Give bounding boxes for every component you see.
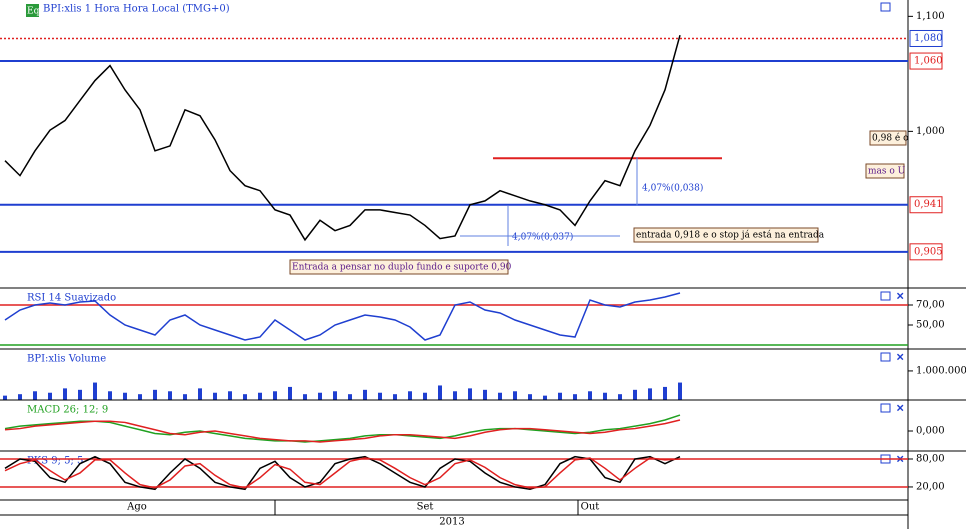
annotation: entrada 0,918 e o stop já está na entrad… xyxy=(636,230,825,241)
level-label: 0,941 xyxy=(914,199,943,210)
eq-icon[interactable] xyxy=(26,4,39,17)
volume-bar xyxy=(63,388,67,400)
close-button[interactable]: ✕ xyxy=(896,404,904,415)
y-tick-label: 80,00 xyxy=(916,453,945,464)
eq-icon-text: Eq xyxy=(27,7,40,17)
panel-title: PKS 9; 5; 5 xyxy=(27,456,83,467)
volume-bar xyxy=(258,392,262,400)
y-tick-label: 50,00 xyxy=(916,320,945,331)
y-tick-label: 1,000 xyxy=(916,126,945,137)
maximize-button[interactable] xyxy=(880,403,891,413)
volume-bar xyxy=(303,394,307,400)
annotation: 0,98 é o xyxy=(872,133,909,144)
volume-bar xyxy=(483,389,487,400)
series-line xyxy=(4,292,681,341)
volume-bar xyxy=(48,392,52,400)
volume-bar xyxy=(33,391,37,400)
volume-bar xyxy=(648,388,652,400)
volume-bar xyxy=(3,395,7,400)
annotation: 4,07%(0,037) xyxy=(512,232,573,243)
series-line xyxy=(4,419,681,443)
volume-bar xyxy=(318,392,322,400)
volume-bar xyxy=(198,388,202,400)
volume-bar xyxy=(528,394,532,400)
annotation-box xyxy=(865,163,905,179)
series-line xyxy=(4,457,681,489)
volume-bar xyxy=(498,392,502,400)
volume-bar xyxy=(543,395,547,400)
series-line xyxy=(4,455,681,491)
volume-bar xyxy=(78,389,82,400)
volume-bar xyxy=(423,392,427,400)
annotation: Entrada a pensar no duplo fundo e suport… xyxy=(292,263,512,273)
y-tick-label: 20,00 xyxy=(916,481,945,492)
level-label: 1,080 xyxy=(914,33,943,44)
annotation-box xyxy=(869,130,907,146)
level-label: 1,060 xyxy=(914,56,943,67)
level-label-box xyxy=(909,196,943,214)
volume-bar xyxy=(453,391,457,400)
volume-bar xyxy=(18,394,22,400)
volume-bar xyxy=(243,394,247,400)
volume-bar xyxy=(468,388,472,400)
close-button[interactable]: ✕ xyxy=(896,292,904,303)
level-label-box xyxy=(909,52,943,70)
series-line xyxy=(4,34,681,242)
level-label: 0,905 xyxy=(914,246,943,257)
annotation: mas o U xyxy=(868,167,906,177)
volume-bar xyxy=(363,389,367,400)
volume-bar xyxy=(633,389,637,400)
volume-bar xyxy=(183,394,187,400)
y-tick-label: 0,000 xyxy=(916,426,945,437)
maximize-button[interactable] xyxy=(880,2,891,12)
volume-bar xyxy=(288,386,292,400)
x-year-label: 2013 xyxy=(439,517,464,528)
volume-bar xyxy=(333,391,337,400)
y-tick-label: 1,100 xyxy=(916,11,945,22)
volume-bar xyxy=(618,394,622,400)
close-button[interactable]: ✕ xyxy=(896,455,904,466)
annotation-box xyxy=(633,227,819,243)
volume-bar xyxy=(348,394,352,400)
volume-bar xyxy=(153,389,157,400)
volume-bar xyxy=(393,394,397,400)
maximize-button[interactable] xyxy=(880,291,891,301)
volume-bar xyxy=(138,394,142,400)
volume-bar xyxy=(588,391,592,400)
volume-bar xyxy=(663,386,667,400)
volume-bar xyxy=(213,392,217,400)
panel-title: BPI:xlis 1 Hora Hora Local (TMG+0) xyxy=(43,4,230,15)
maximize-button[interactable] xyxy=(880,352,891,362)
volume-bar xyxy=(273,391,277,400)
close-button[interactable]: ✕ xyxy=(896,353,904,364)
annotation-box xyxy=(289,259,509,275)
panel-title: MACD 26; 12; 9 xyxy=(27,405,108,416)
volume-bar xyxy=(168,391,172,400)
panel-title: BPI:xlis Volume xyxy=(27,354,106,365)
volume-bar xyxy=(603,392,607,400)
volume-bar xyxy=(513,391,517,400)
level-label-box xyxy=(909,29,943,47)
series-line xyxy=(4,414,681,443)
x-tick-label: Set xyxy=(417,502,434,513)
volume-bar xyxy=(378,392,382,400)
volume-bar xyxy=(438,385,442,400)
y-tick-label: 1.000.000 xyxy=(916,365,966,376)
volume-bar xyxy=(108,391,112,400)
volume-bar xyxy=(408,391,412,400)
y-tick-label: 70,00 xyxy=(916,300,945,311)
panel-title: RSI 14 Suavizado xyxy=(27,293,116,304)
volume-bar xyxy=(123,392,127,400)
x-tick-label: Out xyxy=(581,502,600,513)
level-label-box xyxy=(909,243,943,261)
annotation: 4,07%(0,038) xyxy=(642,183,703,194)
x-tick-label: Ago xyxy=(126,502,147,513)
volume-bar xyxy=(678,382,682,400)
volume-bar xyxy=(558,392,562,400)
volume-bar xyxy=(573,394,577,400)
volume-bar xyxy=(93,382,97,400)
volume-bar xyxy=(228,391,232,400)
